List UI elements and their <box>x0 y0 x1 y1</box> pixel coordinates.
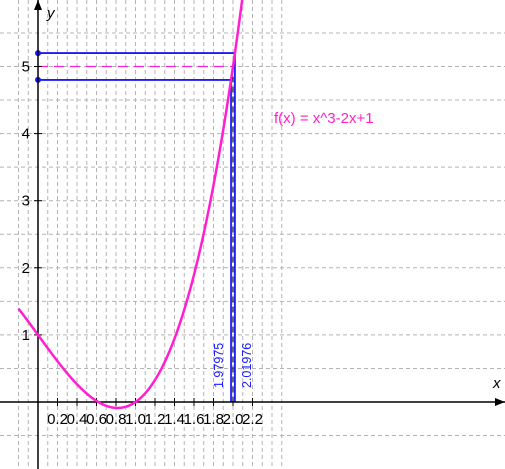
x-tick-label: 1.2 <box>145 411 166 428</box>
x-tick-label: 2.2 <box>242 411 263 428</box>
x-tick-label: 1.6 <box>184 411 205 428</box>
x-tick-label: 1.0 <box>125 411 146 428</box>
x-axis-arrow <box>495 398 505 406</box>
guide-lines: 1.97975 2.01976 <box>35 50 254 402</box>
tick-labels: 0.20.40.60.81.01.21.41.61.82.02.2 1 2 3 4 5 <box>22 59 263 429</box>
x-tick-label: 0.8 <box>106 411 127 428</box>
y-tick-label: 2 <box>22 260 30 277</box>
function-curve-layer <box>17 0 244 410</box>
y-axis-arrow <box>34 0 42 10</box>
x-tick-label: 2.0 <box>223 411 244 428</box>
function-label: f(x) = x^3-2x+1 <box>274 110 374 127</box>
x-tick-label: 0.2 <box>47 411 68 428</box>
labels: x y f(x) = x^3-2x+1 <box>46 5 501 392</box>
function-curve <box>17 0 244 410</box>
x-bound-label: 1.97975 <box>212 343 226 388</box>
x-tick-label: 1.4 <box>164 411 185 428</box>
x-tick-label: 0.6 <box>86 411 107 428</box>
x-tick-label: 1.8 <box>203 411 224 428</box>
y-tick-label: 3 <box>22 193 30 210</box>
x-bound-label: 2.01976 <box>240 343 254 388</box>
x-axis-label: x <box>492 375 501 392</box>
y-tick-label: 5 <box>22 59 30 76</box>
y-axis-label: y <box>46 5 56 22</box>
y-tick-label: 1 <box>22 327 30 344</box>
y-tick-label: 4 <box>22 126 30 143</box>
x-tick-label: 0.4 <box>67 411 88 428</box>
